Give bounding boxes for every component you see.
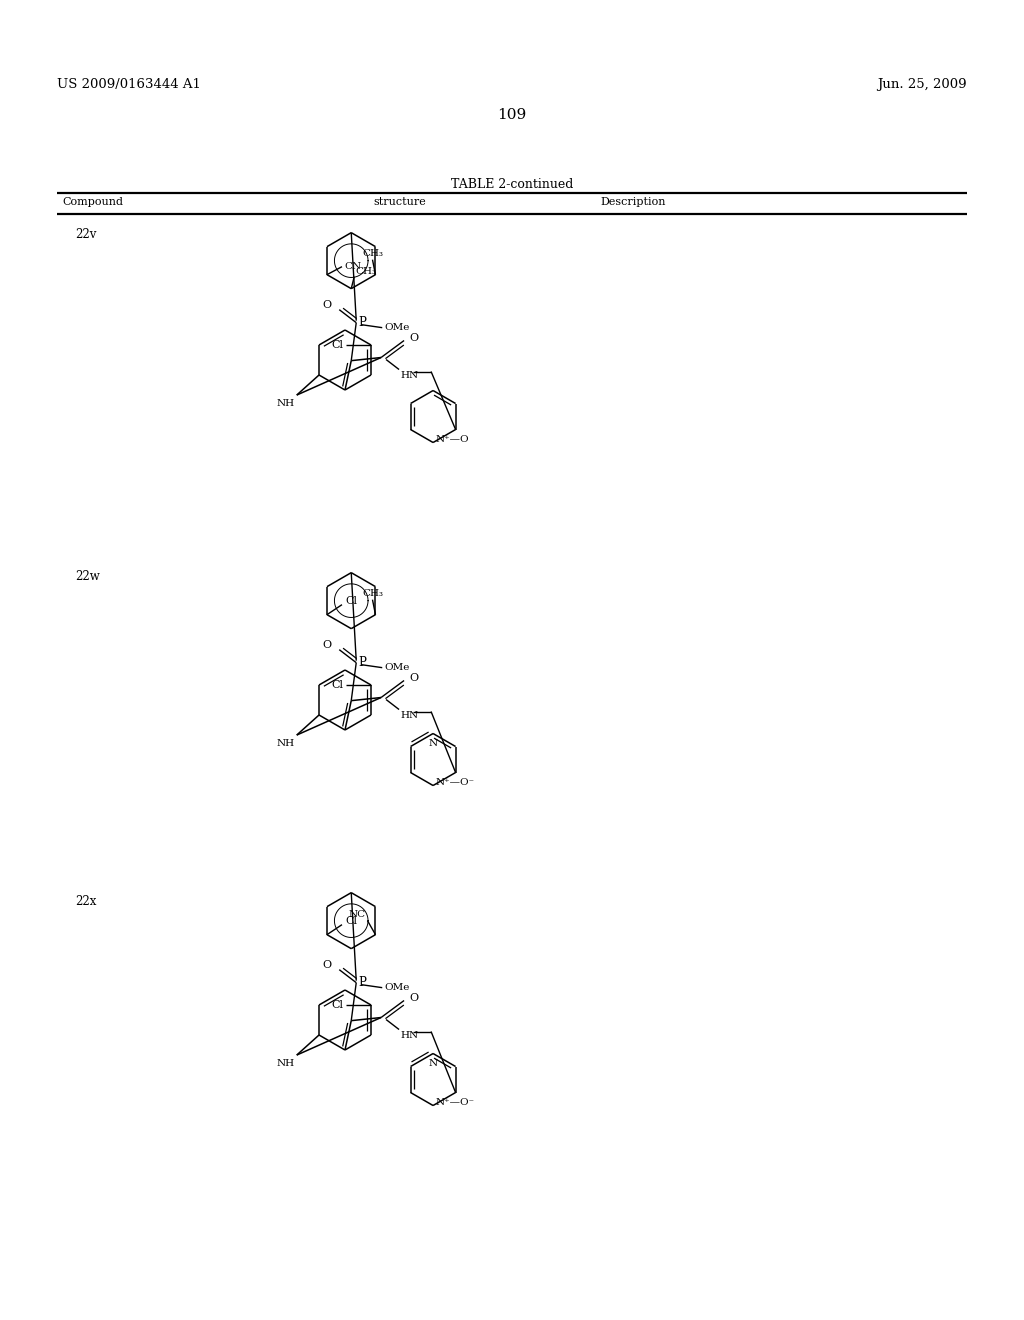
- Text: Compound: Compound: [62, 197, 123, 207]
- Text: structure: structure: [374, 197, 426, 207]
- Text: N⁺—O⁻: N⁺—O⁻: [435, 1098, 474, 1107]
- Text: CH₃: CH₃: [355, 267, 376, 276]
- Text: Cl: Cl: [331, 680, 343, 690]
- Text: N: N: [428, 1059, 437, 1068]
- Text: CH₃: CH₃: [362, 589, 383, 598]
- Text: O: O: [323, 640, 331, 649]
- Text: Description: Description: [600, 197, 666, 207]
- Text: CN: CN: [344, 263, 361, 271]
- Text: N: N: [428, 738, 437, 747]
- Text: OMe: OMe: [384, 983, 410, 993]
- Text: NH: NH: [276, 399, 295, 408]
- Text: TABLE 2-continued: TABLE 2-continued: [451, 178, 573, 191]
- Text: Cl: Cl: [331, 341, 343, 350]
- Text: CH₃: CH₃: [362, 248, 383, 257]
- Text: O: O: [409, 672, 418, 682]
- Text: O: O: [323, 960, 331, 970]
- Text: 22x: 22x: [75, 895, 96, 908]
- Text: OMe: OMe: [384, 323, 410, 333]
- Text: NH: NH: [276, 739, 295, 748]
- Text: Cl: Cl: [345, 595, 357, 606]
- Text: Jun. 25, 2009: Jun. 25, 2009: [878, 78, 967, 91]
- Text: 22w: 22w: [75, 570, 99, 583]
- Text: OMe: OMe: [384, 663, 410, 672]
- Text: US 2009/0163444 A1: US 2009/0163444 A1: [57, 78, 201, 91]
- Text: HN: HN: [400, 371, 418, 380]
- Text: N⁺—O: N⁺—O: [435, 436, 469, 444]
- Text: O: O: [323, 300, 331, 310]
- Text: Cl: Cl: [331, 1001, 343, 1010]
- Text: P: P: [358, 317, 367, 329]
- Text: HN: HN: [400, 710, 418, 719]
- Text: Cl: Cl: [345, 916, 357, 925]
- Text: P: P: [358, 977, 367, 989]
- Text: N⁺—O⁻: N⁺—O⁻: [435, 777, 474, 787]
- Text: O: O: [409, 333, 418, 342]
- Text: HN: HN: [400, 1031, 418, 1040]
- Text: NC: NC: [348, 909, 366, 919]
- Text: 22v: 22v: [75, 228, 96, 242]
- Text: P: P: [358, 656, 367, 669]
- Text: 109: 109: [498, 108, 526, 121]
- Text: NH: NH: [276, 1059, 295, 1068]
- Text: O: O: [409, 993, 418, 1002]
